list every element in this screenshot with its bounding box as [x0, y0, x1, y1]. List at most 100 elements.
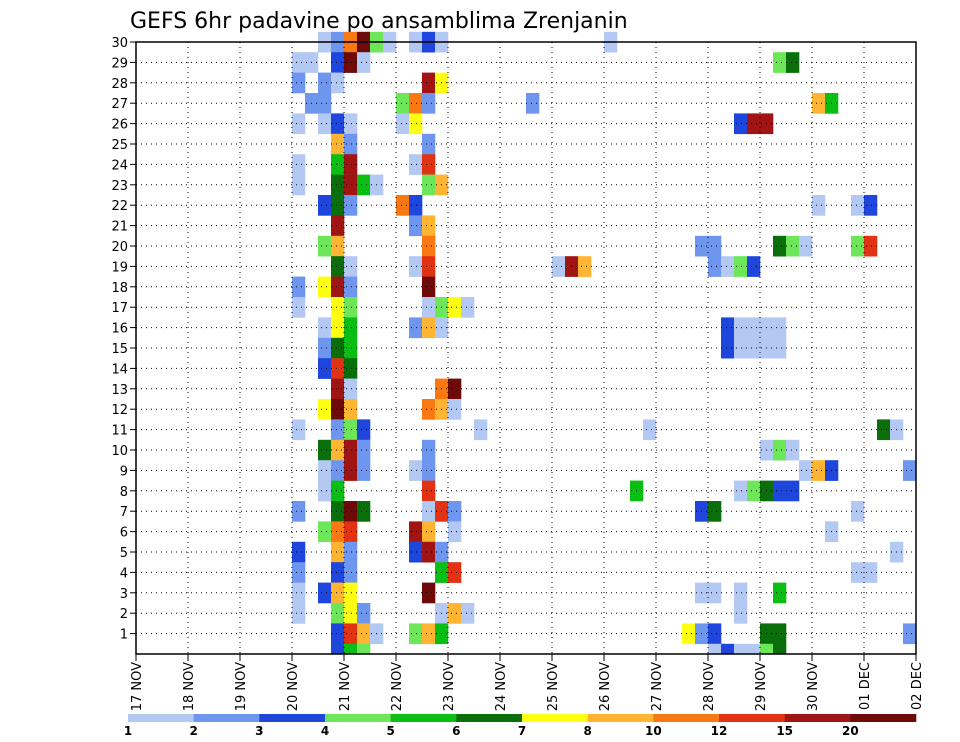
x-tick-label-1: 18 NOV: [182, 662, 197, 711]
y-tick-label-1: 1: [120, 628, 128, 643]
heatmap-cell-114: [747, 337, 761, 359]
heatmap-cell-50: [357, 174, 371, 196]
heatmap-cell-99: [331, 317, 345, 339]
x-tick-label-4: 21 NOV: [338, 662, 353, 711]
x-tick-label-11: 28 NOV: [702, 662, 717, 711]
heatmap-cell-18: [318, 72, 332, 94]
heatmap-cell-190: [331, 562, 345, 583]
heatmap-cell-106: [747, 317, 761, 339]
heatmap-cell-146: [318, 460, 332, 481]
heatmap-cell-191: [344, 562, 358, 583]
heatmap-cell-35: [409, 113, 423, 135]
heatmap-cell-81: [578, 256, 592, 277]
heatmap-cell-89: [344, 276, 358, 298]
x-tick-label-13: 30 NOV: [806, 662, 821, 711]
heatmap-cell-150: [409, 460, 423, 481]
colorbar-swatch-0: [128, 714, 194, 722]
heatmap-cell-111: [344, 337, 358, 359]
y-tick-label-13: 13: [111, 383, 128, 398]
heatmap-cell-48: [331, 174, 345, 196]
heatmap-cell-233: [760, 643, 774, 655]
heatmap-cell-91: [292, 297, 306, 318]
heatmap-cell-17: [292, 72, 306, 94]
heatmap-cell-184: [344, 541, 358, 563]
y-tick-label-12: 12: [111, 403, 128, 418]
chart-title: GEFS 6hr padavine po ansamblima Zrenjani…: [130, 9, 628, 34]
heatmap-cell-100: [344, 317, 358, 339]
y-tick-label-8: 8: [120, 485, 128, 500]
heatmap-cell-47: [292, 174, 306, 196]
x-tick-label-10: 27 NOV: [650, 662, 665, 711]
heatmap-cell-26: [422, 93, 436, 114]
heatmap-cell-98: [318, 317, 332, 339]
y-tick-label-10: 10: [111, 444, 128, 459]
heatmap-cell-130: [292, 419, 306, 441]
heatmap-cell-220: [682, 623, 696, 645]
x-tick-label-3: 20 NOV: [286, 662, 301, 711]
heatmap-cell-199: [344, 582, 358, 604]
y-tick-label-30: 30: [111, 36, 128, 51]
y-tick-label-25: 25: [111, 138, 128, 153]
y-tick-label-22: 22: [111, 199, 128, 214]
heatmap-cell-133: [357, 419, 371, 441]
heatmap-cell-49: [344, 174, 358, 196]
heatmap-cell-109: [318, 337, 332, 359]
heatmap-cell-214: [344, 623, 358, 645]
heatmap-cell-96: [448, 297, 462, 318]
heatmap-cell-158: [422, 480, 436, 502]
heatmap-cell-118: [331, 358, 345, 379]
heatmap-cell-94: [422, 297, 436, 318]
heatmap-cell-211: [461, 603, 475, 624]
plot-grid: [136, 41, 916, 654]
heatmap-cell-39: [331, 133, 345, 155]
heatmap-cell-108: [773, 317, 787, 339]
colorbar-swatch-8: [653, 714, 720, 722]
heatmap-cell-136: [877, 419, 891, 441]
heatmap-cell-196: [292, 582, 306, 604]
heatmap-cell-226: [331, 643, 345, 655]
heatmap-cell-210: [448, 603, 462, 624]
heatmap-cell-10: [292, 52, 306, 73]
heatmap-cell-112: [721, 337, 735, 359]
heatmap-cell-73: [851, 235, 865, 257]
heatmap-cell-86: [292, 276, 306, 298]
heatmap-cell-16: [786, 52, 800, 73]
heatmap-cell-23: [318, 93, 332, 114]
heatmap-cell-101: [409, 317, 423, 339]
heatmap-cell-204: [773, 582, 787, 604]
heatmap-cell-207: [344, 603, 358, 624]
heatmap-cell-215: [357, 623, 371, 645]
heatmap-cell-63: [409, 215, 423, 237]
heatmap-cell-36: [734, 113, 748, 135]
heatmap-cell-120: [331, 378, 345, 400]
y-tick-label-2: 2: [120, 607, 128, 622]
heatmap-cell-33: [344, 113, 358, 135]
heatmap-cell-145: [786, 439, 800, 461]
heatmap-cell-167: [344, 501, 358, 522]
heatmap-cell-58: [409, 195, 423, 216]
heatmap-cell-127: [422, 399, 436, 420]
heatmap-cell-34: [396, 113, 410, 135]
colorbar-swatch-2: [259, 714, 326, 722]
y-tick-label-24: 24: [111, 158, 128, 173]
heatmap-cell-165: [292, 501, 306, 522]
heatmap-cell-193: [448, 562, 462, 583]
x-tick-label-6: 23 NOV: [442, 662, 457, 711]
heatmap-cell-163: [773, 480, 787, 502]
y-tick-label-17: 17: [111, 301, 128, 316]
heatmap-cell-171: [448, 501, 462, 522]
heatmap-cell-55: [331, 195, 345, 216]
heatmap-cell-180: [448, 521, 462, 543]
heatmap-cell-135: [643, 419, 657, 441]
heatmap-cell-78: [422, 256, 436, 277]
heatmap-cell-206: [331, 603, 345, 624]
heatmap-cell-173: [708, 501, 722, 522]
heatmap-cell-20: [422, 72, 436, 94]
colorbar-swatch-5: [456, 714, 523, 722]
heatmap-cell-43: [331, 154, 345, 175]
y-tick-label-14: 14: [111, 362, 128, 377]
heatmap-cell-65: [318, 235, 332, 257]
heatmap-cell-76: [344, 256, 358, 277]
heatmap-cell-185: [409, 541, 423, 563]
heatmap-cell-147: [331, 460, 345, 481]
